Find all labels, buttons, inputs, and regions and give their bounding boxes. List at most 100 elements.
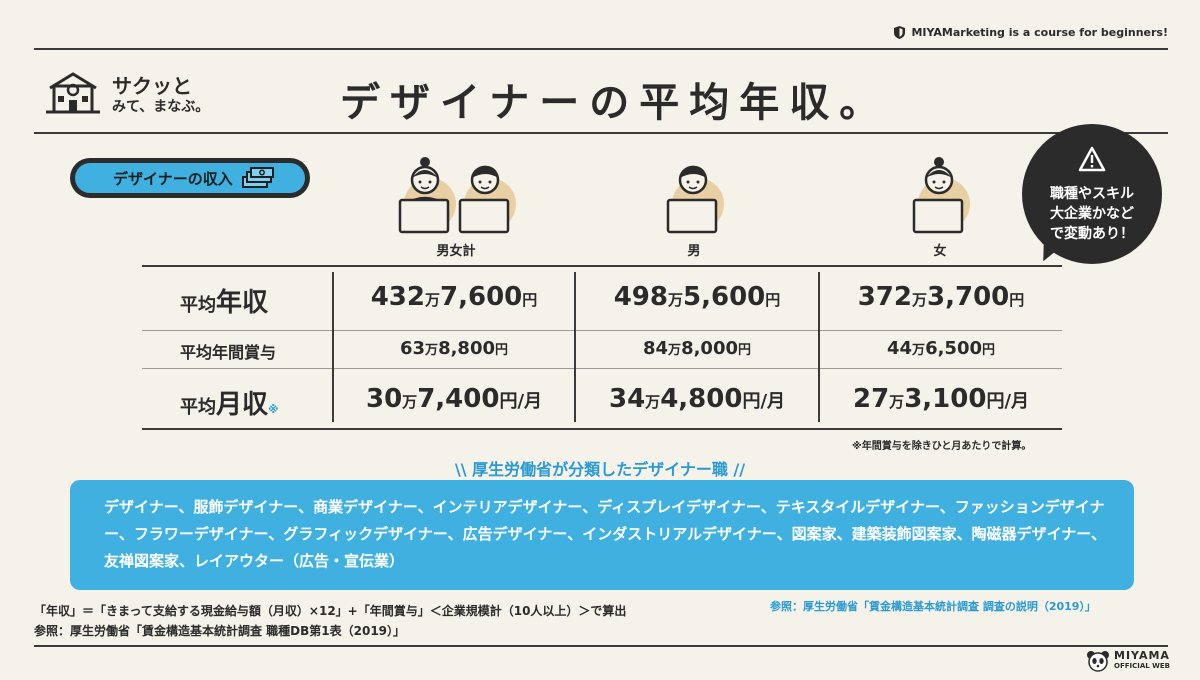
job-list-text: デザイナー、服飾デザイナー、商業デザイナー、インテリアデザイナー、ディスプレイデ… [104, 498, 1107, 570]
cell-man-value: 63 [399, 338, 426, 359]
cell-rest-value: 3,100 [904, 384, 987, 414]
mhlw-heading: \\ 厚生労働省が分類したデザイナー職 // [400, 456, 800, 480]
brand-text: MIYAMarketing is a course for beginners! [911, 26, 1168, 39]
table-footnote: ※年間賞与を除きひと月あたりで計算。 [852, 441, 1032, 452]
cell-rest-value: 6,500 [925, 338, 982, 359]
callout-line: 大企業かなど [1050, 206, 1134, 222]
variation-callout: 職種やスキル 大企業かなど で変動あり！ [1022, 124, 1162, 267]
cell-man-unit: 万 [889, 393, 905, 411]
cell-man-value: 372 [857, 282, 912, 312]
cell-yen-unit: 円 [1009, 291, 1025, 309]
footer-logo-name: MIYAMA [1114, 649, 1170, 662]
row-label-main: 年収 [216, 288, 269, 318]
cell-man-unit: 万 [912, 291, 928, 309]
row-label-main: 月収 [216, 390, 269, 420]
brand-tagline: MIYAMarketing is a course for beginners! [894, 26, 1168, 39]
shield-icon [894, 26, 906, 39]
cell-man-unit: 万 [668, 343, 682, 358]
cell-per-unit: /月 [517, 391, 543, 412]
cell-rest-value: 5,600 [683, 282, 766, 312]
row-label-monthly-income: 平均月収※ [180, 384, 279, 421]
table-column-separator [818, 272, 820, 422]
table-cell: 34万4,800円/月 [576, 384, 818, 414]
site-logo: サクッと みて、まなぶ。 [44, 64, 244, 120]
footer-logo: MIYAMA OFFICIAL WEB [1086, 648, 1182, 674]
source-footnote: 参照：厚生労働省「賃金構造基本統計調査 職種DB第1表（2019）」 [34, 624, 406, 638]
table-cell: 84万8,000円 [576, 338, 818, 359]
cell-rest-value: 3,700 [927, 282, 1010, 312]
title-divider [34, 132, 1168, 134]
bottom-divider [34, 645, 1168, 647]
cell-man-value: 44 [886, 338, 913, 359]
section-pill-label: デザイナーの収入 [113, 169, 233, 188]
cell-rest-value: 8,000 [681, 338, 738, 359]
slash-decoration-icon: // [727, 460, 746, 479]
row-label-annual-income: 平均年収 [180, 282, 268, 319]
cell-man-value: 34 [608, 384, 646, 414]
table-cell: 432万7,600円 [334, 282, 574, 312]
cell-man-value: 498 [613, 282, 668, 312]
cell-yen-unit: 円 [986, 391, 1005, 412]
cell-rest-value: 7,400 [417, 384, 500, 414]
panda-icon [1087, 651, 1109, 672]
man-icon [666, 165, 724, 234]
row-label-prefix: 平均 [180, 295, 216, 316]
cell-yen-unit: 円 [982, 343, 996, 358]
cell-man-unit: 万 [912, 343, 926, 358]
job-list-box: デザイナー、服飾デザイナー、商業デザイナー、インテリアデザイナー、ディスプレイデ… [70, 480, 1134, 590]
cell-man-unit: 万 [425, 343, 439, 358]
woman-icon [398, 157, 456, 234]
cell-yen-unit: 円 [765, 291, 781, 309]
row-label-prefix: 平均年間賞与 [180, 343, 277, 362]
cell-per-unit: /月 [760, 391, 786, 412]
table-cell: 27万3,100円/月 [820, 384, 1062, 414]
table-cell: 44万6,500円 [820, 338, 1062, 359]
table-cell: 372万3,700円 [820, 282, 1062, 312]
cell-yen-unit: 円 [499, 391, 518, 412]
table-cell: 30万7,400円/月 [334, 384, 574, 414]
cell-man-value: 30 [365, 384, 403, 414]
row-label-annual-bonus: 平均年間賞与 [180, 339, 276, 363]
cell-rest-value: 4,800 [660, 384, 743, 414]
section-pill: デザイナーの収入 [70, 158, 310, 198]
table-row-separator [142, 368, 1062, 369]
row-label-prefix: 平均 [180, 397, 216, 418]
top-divider [34, 48, 1168, 50]
cell-rest-value: 7,600 [440, 282, 523, 312]
job-list-reference: 参照：厚生労働省「賃金構造基本統計調査 調査の説明（2019）」 [770, 600, 1096, 613]
footer-logo-sub: OFFICIAL WEB [1114, 662, 1171, 670]
calculation-footnote: 「年収」＝「きまって支給する現金給与額（月収）×12」+「年間賞与」＜企業規模計… [34, 604, 627, 618]
slash-decoration-icon: \\ [454, 460, 473, 479]
page-title: デザイナーの平均年収。 [340, 80, 890, 126]
cell-man-unit: 万 [645, 393, 661, 411]
row-note-mark: ※ [268, 403, 279, 416]
cell-rest-value: 8,800 [438, 338, 495, 359]
table-column-separator [332, 272, 334, 422]
cell-yen-unit: 円 [738, 343, 752, 358]
cell-man-unit: 万 [668, 291, 684, 309]
column-header-female: 女 [933, 244, 947, 259]
cell-man-unit: 万 [425, 291, 441, 309]
callout-line: 職種やスキル [1050, 186, 1134, 202]
logo-line1: サクッと [112, 74, 192, 98]
cell-yen-unit: 円 [522, 291, 538, 309]
callout-text: 職種やスキル 大企業かなど で変動あり！ [1022, 184, 1162, 244]
table-row-separator [142, 330, 1062, 331]
cell-yen-unit: 円 [742, 391, 761, 412]
woman-icon [912, 157, 970, 234]
column-header-total: 男女計 [436, 244, 476, 259]
man-icon [458, 165, 516, 234]
cell-man-unit: 万 [402, 393, 418, 411]
column-header-male: 男 [687, 244, 701, 259]
school-icon [46, 72, 100, 114]
cell-yen-unit: 円 [495, 343, 509, 358]
cell-man-value: 432 [370, 282, 425, 312]
cell-man-value: 27 [852, 384, 890, 414]
table-cell: 63万8,800円 [334, 338, 574, 359]
callout-line: で変動あり！ [1050, 226, 1134, 242]
cell-man-value: 84 [642, 338, 669, 359]
table-cell: 498万5,600円 [576, 282, 818, 312]
money-stack-icon [241, 167, 274, 188]
table-bottom-border [142, 428, 1062, 430]
cell-per-unit: /月 [1004, 391, 1030, 412]
